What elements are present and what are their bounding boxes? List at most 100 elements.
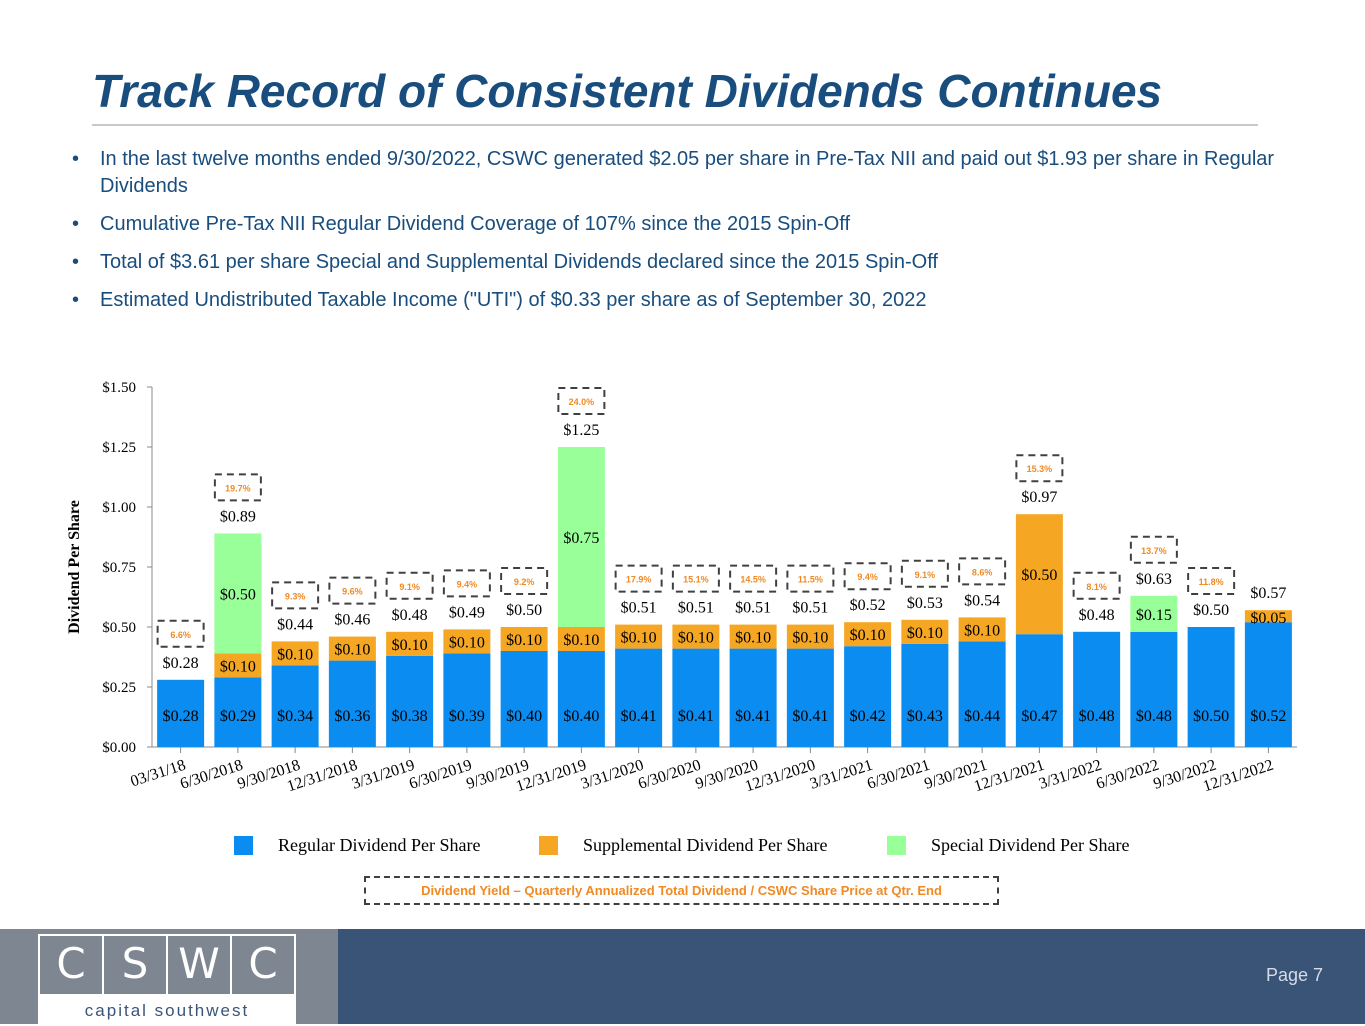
- total-label: $0.28: [163, 655, 199, 672]
- total-label: $0.89: [220, 508, 256, 525]
- bar-regular: [1187, 627, 1235, 747]
- bar-special: [557, 447, 605, 627]
- legend-label-regular: Regular Dividend Per Share: [278, 835, 481, 855]
- total-label: $1.25: [563, 422, 599, 439]
- yield-label: 13.7%: [1141, 546, 1167, 556]
- total-label: $0.63: [1136, 571, 1172, 588]
- bullet-marker: •: [72, 213, 80, 235]
- segment-label-regular: $0.34: [277, 708, 313, 725]
- total-label: $0.57: [1250, 585, 1286, 602]
- total-label: $0.46: [334, 612, 370, 629]
- bar-supplemental: [214, 653, 262, 678]
- yield-label: 9.4%: [457, 579, 478, 589]
- x-tick-label: 6/30/2019: [407, 757, 474, 793]
- bullet-text: In the last twelve months ended 9/30/202…: [100, 148, 1275, 197]
- bar-regular: [443, 653, 491, 747]
- bullet-list: • In the last twelve months ended 9/30/20…: [70, 146, 1340, 325]
- bar-regular: [901, 643, 949, 747]
- bar-regular: [1244, 622, 1292, 747]
- bullet-item: • In the last twelve months ended 9/30/20…: [70, 146, 1340, 200]
- bullet-text: Estimated Undistributed Taxable Income (…: [100, 289, 927, 311]
- logo-letter: W: [168, 936, 232, 994]
- bar-supplemental: [271, 641, 319, 666]
- x-tick-label: 6/30/2018: [178, 757, 245, 793]
- bar-regular: [271, 665, 319, 747]
- bar-supplemental: [786, 624, 834, 649]
- y-axis-title: Dividend Per Share: [66, 500, 83, 634]
- bullet-text: Total of $3.61 per share Special and Sup…: [100, 251, 938, 273]
- title-divider: [92, 124, 1258, 126]
- yield-label: 8.6%: [972, 567, 993, 577]
- yield-label: 9.4%: [857, 572, 878, 582]
- bar-regular: [328, 660, 376, 747]
- bullet-marker: •: [72, 148, 80, 170]
- y-tick-label: $0.25: [102, 680, 136, 696]
- yield-label: 8.1%: [1086, 582, 1107, 592]
- bullet-item: • Total of $3.61 per share Special and Su…: [70, 249, 1340, 276]
- bar-supplemental: [615, 624, 663, 649]
- bar-regular: [157, 679, 205, 747]
- total-label: $0.50: [1193, 602, 1229, 619]
- segment-label-supplemental: $0.05: [1250, 610, 1286, 627]
- bar-regular: [786, 648, 834, 747]
- y-tick-label: $1.25: [102, 440, 136, 456]
- bullet-marker: •: [72, 289, 80, 311]
- segment-label-regular: $0.28: [163, 708, 199, 725]
- segment-label-special: $0.75: [563, 530, 599, 547]
- company-logo: C S W C: [38, 934, 296, 996]
- x-tick-label: 03/31/18: [129, 757, 188, 791]
- total-label: $0.44: [277, 616, 313, 633]
- y-tick-label: $1.50: [102, 380, 136, 396]
- bullet-marker: •: [72, 251, 80, 273]
- segment-label-regular: $0.39: [449, 708, 485, 725]
- segment-label-supplemental: $0.10: [506, 632, 542, 649]
- yield-label: 11.8%: [1199, 577, 1224, 587]
- x-tick-label: 6/30/2022: [1094, 757, 1161, 793]
- segment-label-regular: $0.36: [334, 708, 370, 725]
- segment-label-regular: $0.42: [850, 708, 886, 725]
- legend-swatch-supplemental: [539, 836, 558, 855]
- bar-supplemental: [901, 619, 949, 644]
- yield-label: 15.1%: [683, 575, 709, 585]
- total-label: $0.51: [678, 600, 714, 617]
- segment-label-supplemental: $0.10: [334, 642, 370, 659]
- bar-regular: [672, 648, 720, 747]
- segment-label-regular: $0.47: [1021, 708, 1057, 725]
- dividend-chart: $0.00 $0.25 $0.50 $0.75 $1.00 $1.25 $1.50 Divid…: [66, 380, 1297, 795]
- bullet-item: • Estimated Undistributed Taxable Income …: [70, 287, 1340, 314]
- bar-regular: [557, 651, 605, 747]
- logo-letter: C: [40, 936, 104, 994]
- bar-supplemental: [729, 624, 777, 649]
- yield-label: 9.3%: [285, 591, 306, 601]
- total-label: $0.53: [907, 595, 943, 612]
- segment-label-regular: $0.48: [1136, 708, 1172, 725]
- yield-label: 24.0%: [569, 397, 595, 407]
- x-tick-label: 6/30/2021: [865, 757, 932, 793]
- segment-label-regular: $0.40: [563, 708, 599, 725]
- bar-special: [1130, 595, 1178, 632]
- segment-label-supplemental: $0.10: [277, 646, 313, 663]
- segment-label-supplemental: $0.10: [621, 630, 657, 647]
- bar-supplemental: [1015, 514, 1063, 635]
- y-tick-label: $0.75: [102, 560, 136, 576]
- segment-label-special: $0.15: [1136, 607, 1172, 624]
- yield-label: 9.6%: [342, 587, 363, 597]
- segment-label-supplemental: $0.10: [792, 630, 828, 647]
- y-tick-label: $1.00: [102, 500, 136, 516]
- segment-label-regular: $0.40: [506, 708, 542, 725]
- yield-label: 19.7%: [225, 483, 251, 493]
- total-label: $0.54: [964, 592, 1000, 609]
- x-tick-label: 3/31/2021: [808, 757, 875, 793]
- bar-regular: [844, 646, 892, 747]
- segment-label-supplemental: $0.10: [678, 630, 714, 647]
- bar-supplemental: [1244, 610, 1292, 623]
- segment-label-regular: $0.50: [1193, 708, 1229, 725]
- segment-label-supplemental: $0.10: [850, 627, 886, 644]
- legend-swatch-regular: [234, 836, 253, 855]
- bar-supplemental: [386, 631, 434, 656]
- x-tick-label: 6/30/2020: [636, 757, 703, 793]
- yield-label: 9.1%: [915, 570, 936, 580]
- legend-label-supplemental: Supplemental Dividend Per Share: [583, 835, 828, 855]
- yield-label: 9.1%: [399, 582, 420, 592]
- total-label: $0.51: [621, 600, 657, 617]
